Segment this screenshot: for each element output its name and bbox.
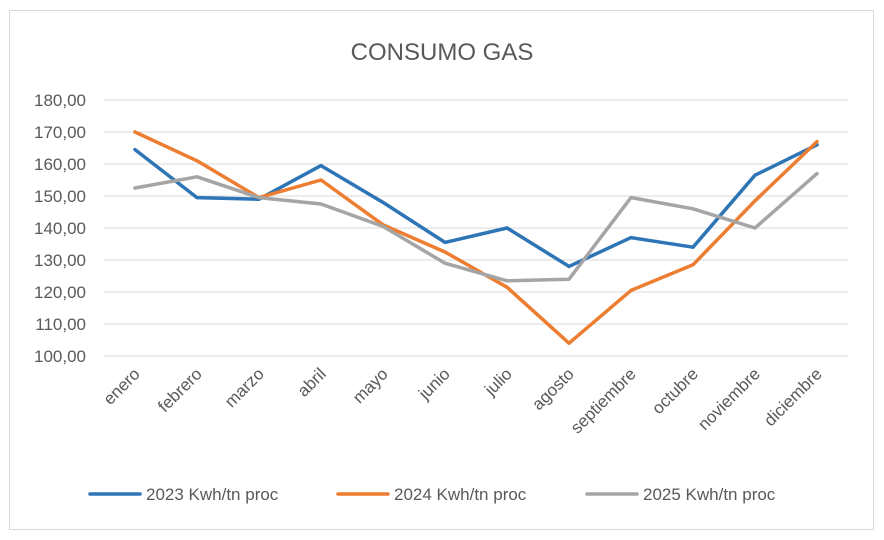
data-point xyxy=(195,175,199,179)
data-point xyxy=(133,130,137,134)
data-point xyxy=(319,164,323,168)
data-point xyxy=(815,140,819,144)
x-tick-label: septiembre xyxy=(567,364,640,437)
series-line-1 xyxy=(133,143,819,269)
data-point xyxy=(691,263,695,267)
y-tick-label: 130,00 xyxy=(34,251,86,270)
legend: 2023 Kwh/tn proc 2024 Kwh/tn proc 2025 Kwh… xyxy=(88,485,776,504)
y-tick-label: 110,00 xyxy=(35,315,86,334)
data-point xyxy=(195,159,199,163)
chart-frame xyxy=(9,10,874,530)
y-axis-ticks: 100,00 110,00 120,00 130,00 140,00 150,00 160,… xyxy=(34,91,86,366)
x-tick-label: octubre xyxy=(648,364,702,418)
data-point xyxy=(567,341,571,345)
legend-label: 2025 Kwh/tn proc xyxy=(643,485,776,504)
data-point xyxy=(567,264,571,268)
data-point xyxy=(505,285,509,289)
data-point xyxy=(629,288,633,292)
data-point xyxy=(319,202,323,206)
data-point xyxy=(381,224,385,228)
x-tick-label: junio xyxy=(414,364,454,404)
data-point xyxy=(381,200,385,204)
chart-title: CONSUMO GAS xyxy=(351,39,534,66)
legend-label: 2023 Kwh/tn proc xyxy=(146,485,279,504)
x-axis-ticks: enero febrero marzo abril mayo junio julio agos… xyxy=(100,364,826,437)
y-tick-label: 150,00 xyxy=(34,187,86,206)
data-point xyxy=(691,207,695,211)
series-line-2 xyxy=(133,130,819,345)
data-point xyxy=(815,172,819,176)
data-point xyxy=(443,250,447,254)
x-tick-label: noviembre xyxy=(694,364,764,434)
data-point xyxy=(505,279,509,283)
x-tick-label: febrero xyxy=(154,364,206,416)
y-tick-label: 100,00 xyxy=(34,347,86,366)
data-point xyxy=(133,148,137,152)
x-tick-label: agosto xyxy=(528,364,578,414)
x-tick-label: abril xyxy=(294,364,330,400)
gridlines xyxy=(104,99,848,357)
data-point xyxy=(505,226,509,230)
x-tick-label: marzo xyxy=(221,364,268,411)
x-tick-label: mayo xyxy=(349,364,392,407)
data-point xyxy=(753,199,757,203)
y-tick-label: 120,00 xyxy=(34,283,86,302)
y-tick-label: 170,00 xyxy=(34,123,86,142)
series-line-3 xyxy=(133,171,819,283)
x-tick-label: diciembre xyxy=(760,364,826,430)
x-tick-label: enero xyxy=(100,364,144,408)
data-point xyxy=(567,277,571,281)
y-tick-label: 160,00 xyxy=(34,155,86,174)
data-point xyxy=(753,173,757,177)
data-point xyxy=(443,240,447,244)
data-point xyxy=(195,196,199,200)
data-point xyxy=(629,236,633,240)
data-point xyxy=(257,196,261,200)
y-tick-label: 180,00 xyxy=(34,91,86,110)
data-point xyxy=(133,186,137,190)
data-point xyxy=(753,226,757,230)
series-lines xyxy=(133,130,819,345)
x-tick-label: julio xyxy=(480,364,516,400)
data-point xyxy=(629,196,633,200)
y-tick-label: 140,00 xyxy=(34,219,86,238)
data-point xyxy=(691,245,695,249)
data-point xyxy=(319,178,323,182)
legend-label: 2024 Kwh/tn proc xyxy=(394,485,527,504)
data-point xyxy=(443,261,447,265)
